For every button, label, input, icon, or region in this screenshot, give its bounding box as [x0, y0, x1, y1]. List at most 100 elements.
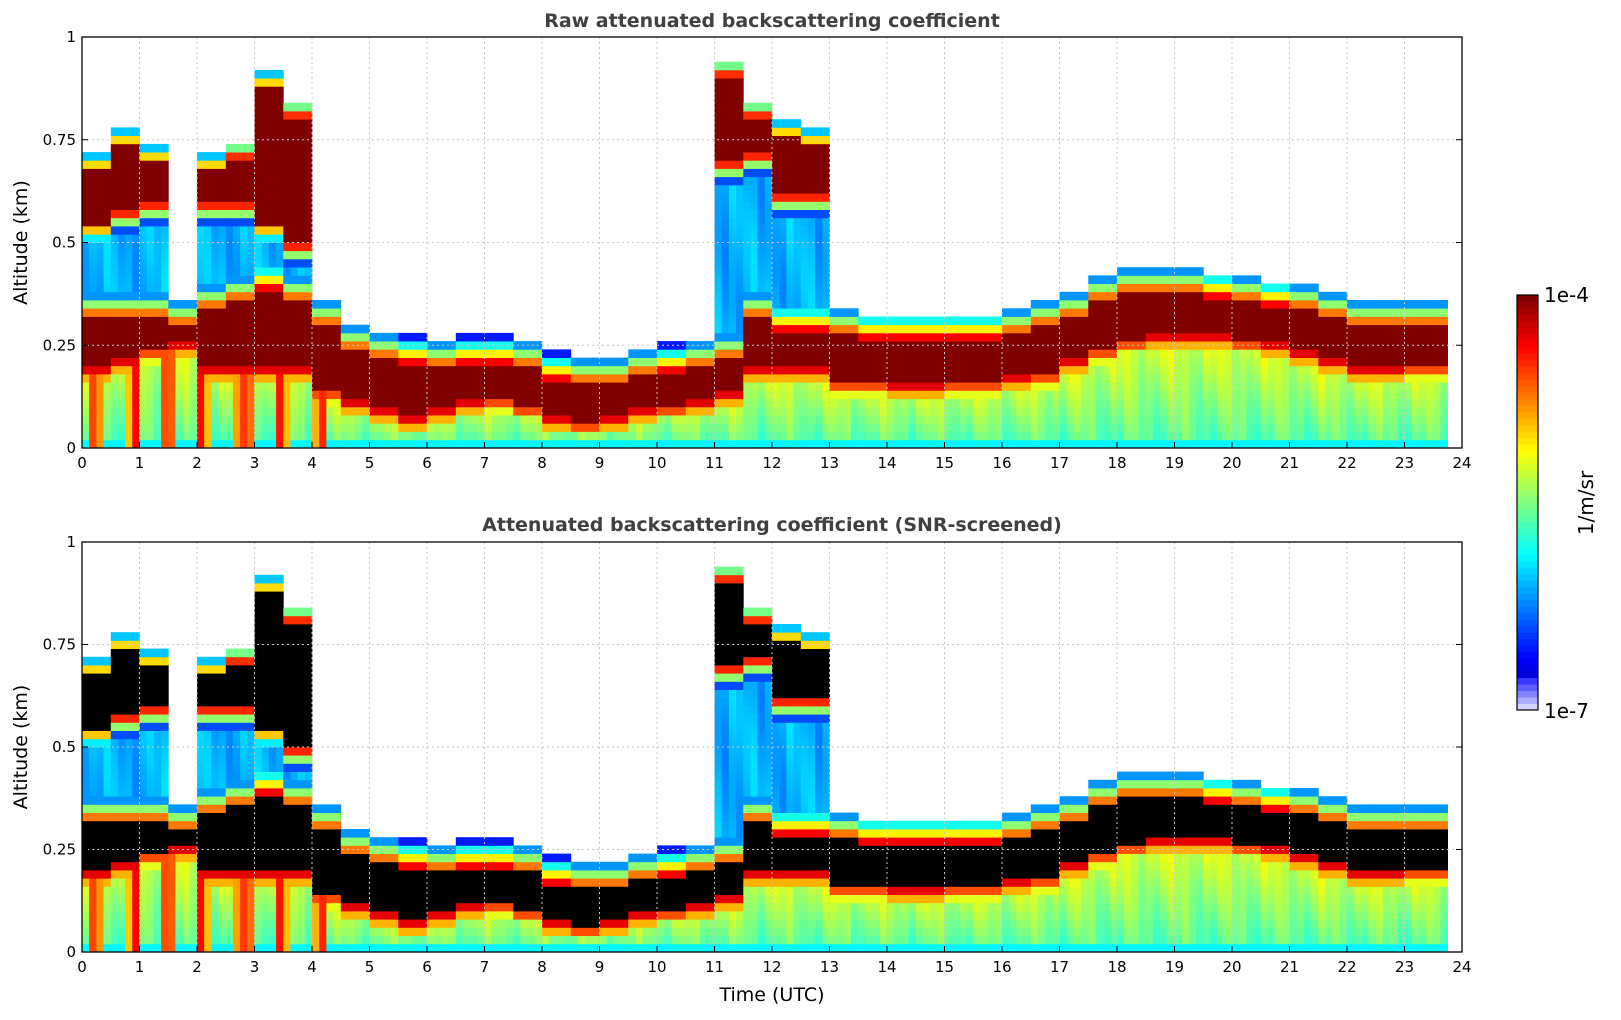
- heatmap-cell: [1260, 423, 1269, 432]
- heatmap-cell: [865, 423, 873, 432]
- heatmap-cell: [247, 365, 255, 375]
- heatmap-cell: [211, 398, 219, 408]
- heatmap-cell: [153, 812, 162, 822]
- heatmap-cell: [736, 365, 744, 375]
- heatmap-cell: [125, 406, 133, 416]
- heatmap-cell: [204, 185, 212, 194]
- heatmap-cell: [225, 431, 234, 441]
- heatmap-cell: [1382, 390, 1391, 400]
- heatmap-cell: [211, 665, 219, 674]
- heatmap-cell: [1361, 324, 1369, 334]
- heatmap-cell: [872, 415, 881, 424]
- heatmap-cell: [117, 706, 126, 715]
- heatmap-cell: [786, 308, 794, 317]
- heatmap-cell: [161, 681, 169, 690]
- heatmap-cell: [161, 648, 169, 658]
- heatmap-cell: [1081, 406, 1089, 416]
- heatmap-cell: [319, 357, 327, 367]
- heatmap-cell: [527, 406, 536, 416]
- heatmap-cell: [1296, 382, 1305, 391]
- heatmap-cell: [276, 398, 284, 408]
- heatmap-cell: [599, 382, 608, 391]
- heatmap-cell: [872, 324, 881, 334]
- heatmap-cell: [1030, 341, 1039, 350]
- heatmap-cell: [772, 267, 780, 276]
- heatmap-cell: [268, 193, 277, 202]
- heatmap-cell: [139, 796, 148, 805]
- heatmap-cell: [728, 94, 737, 104]
- heatmap-cell: [168, 853, 176, 863]
- heatmap-cell: [944, 382, 953, 391]
- heatmap-cell: [110, 201, 119, 210]
- heatmap-cell: [829, 423, 838, 432]
- heatmap-cell: [750, 250, 758, 260]
- heatmap-cell: [793, 357, 802, 367]
- heatmap-cell: [161, 300, 169, 309]
- heatmap-cell: [103, 820, 112, 830]
- heatmap-cell: [757, 209, 766, 219]
- heatmap-cell: [1253, 275, 1262, 284]
- heatmap-cell: [261, 176, 270, 186]
- heatmap-cell: [951, 382, 960, 391]
- heatmap-cell: [96, 697, 104, 707]
- heatmap-cell: [391, 390, 399, 400]
- heatmap-cell: [915, 332, 924, 342]
- heatmap-cell: [89, 673, 97, 682]
- heatmap-cell: [125, 788, 133, 797]
- heatmap-cell: [268, 250, 277, 260]
- heatmap-cell: [714, 390, 723, 400]
- heatmap-cell: [994, 374, 1003, 383]
- heatmap-cell: [225, 349, 234, 358]
- heatmap-cell: [1368, 308, 1377, 317]
- heatmap-cell: [606, 431, 615, 441]
- heatmap-cell: [297, 332, 306, 342]
- heatmap-cell: [843, 332, 852, 342]
- heatmap-cell: [613, 431, 622, 441]
- heatmap-cell: [1289, 324, 1298, 334]
- heatmap-cell: [1382, 324, 1391, 334]
- heatmap-cell: [247, 316, 255, 326]
- heatmap-cell: [240, 185, 248, 194]
- heatmap-cell: [1275, 365, 1283, 375]
- heatmap-cell: [161, 152, 169, 161]
- heatmap-cell: [1433, 332, 1441, 342]
- heatmap-cell: [96, 275, 104, 284]
- heatmap-cell: [800, 234, 809, 243]
- heatmap-cell: [642, 374, 651, 383]
- heatmap-cell: [89, 935, 97, 945]
- heatmap-cell: [851, 308, 859, 317]
- heatmap-cell: [132, 291, 140, 301]
- heatmap-cell: [189, 332, 198, 342]
- heatmap-cell: [355, 423, 363, 432]
- heatmap-cell: [1016, 316, 1024, 326]
- heatmap-cell: [1023, 374, 1032, 383]
- heatmap-cell: [82, 771, 90, 781]
- heatmap-cell: [1152, 332, 1161, 342]
- heatmap-cell: [110, 870, 119, 879]
- heatmap-cell: [146, 283, 155, 293]
- heatmap-cell: [922, 406, 931, 416]
- heatmap-cell: [146, 250, 155, 260]
- heatmap-cell: [139, 894, 148, 904]
- heatmap-cell: [822, 390, 830, 400]
- heatmap-cell: [240, 324, 248, 334]
- heatmap-cell: [132, 365, 140, 375]
- heatmap-cell: [1052, 316, 1060, 326]
- heatmap-cell: [441, 439, 449, 449]
- heatmap-cell: [549, 365, 557, 375]
- heatmap-cell: [1390, 374, 1398, 383]
- heatmap-cell: [1318, 374, 1326, 383]
- heatmap-cell: [1174, 291, 1183, 301]
- heatmap-cell: [326, 324, 334, 334]
- heatmap-cell: [822, 250, 830, 260]
- heatmap-cell: [132, 935, 140, 945]
- heatmap-cell: [1275, 324, 1283, 334]
- heatmap-cell: [290, 234, 298, 243]
- heatmap-cell: [1260, 382, 1269, 391]
- heatmap-cell: [822, 431, 830, 441]
- heatmap-cell: [779, 382, 787, 391]
- heatmap-cell: [786, 291, 794, 301]
- heatmap-cell: [477, 382, 485, 391]
- heatmap-cell: [146, 829, 155, 838]
- heatmap-cell: [197, 168, 205, 178]
